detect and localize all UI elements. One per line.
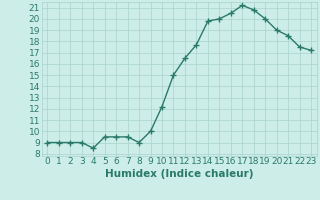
X-axis label: Humidex (Indice chaleur): Humidex (Indice chaleur): [105, 169, 253, 179]
